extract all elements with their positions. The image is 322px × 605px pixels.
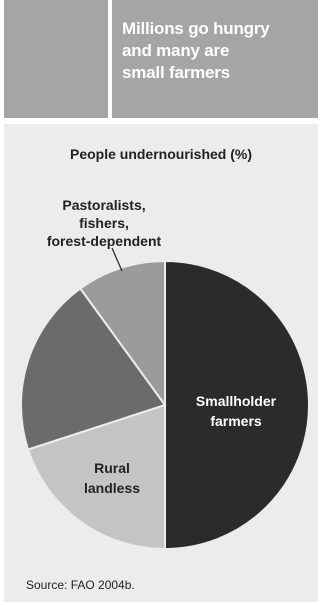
- header-left-block: [4, 0, 108, 118]
- pie-chart: Smallholder farmers Rural landless Pastorali…: [20, 197, 310, 551]
- slice-other: [20, 287, 167, 451]
- label-smallholder-farmers: Smallholder farmers: [196, 393, 277, 429]
- chart-panel: People undernourished (%) Smallholder far…: [4, 124, 318, 602]
- header-title: Millions go hungry and many are small fa…: [122, 19, 270, 82]
- label-pastoralists: Pastoralists, fishers, forest-dependent: [47, 197, 162, 249]
- label-rural-landless: Rural landless: [84, 460, 140, 496]
- slice-rural-landless: [26, 403, 166, 551]
- chart-title: People undernourished (%): [69, 146, 252, 162]
- slice-smallholder-farmers: [164, 259, 310, 551]
- header-title-block: Millions go hungry and many are small fa…: [112, 0, 318, 118]
- source-note: Source: FAO 2004b.: [26, 578, 135, 592]
- label-leader-line: [111, 247, 123, 272]
